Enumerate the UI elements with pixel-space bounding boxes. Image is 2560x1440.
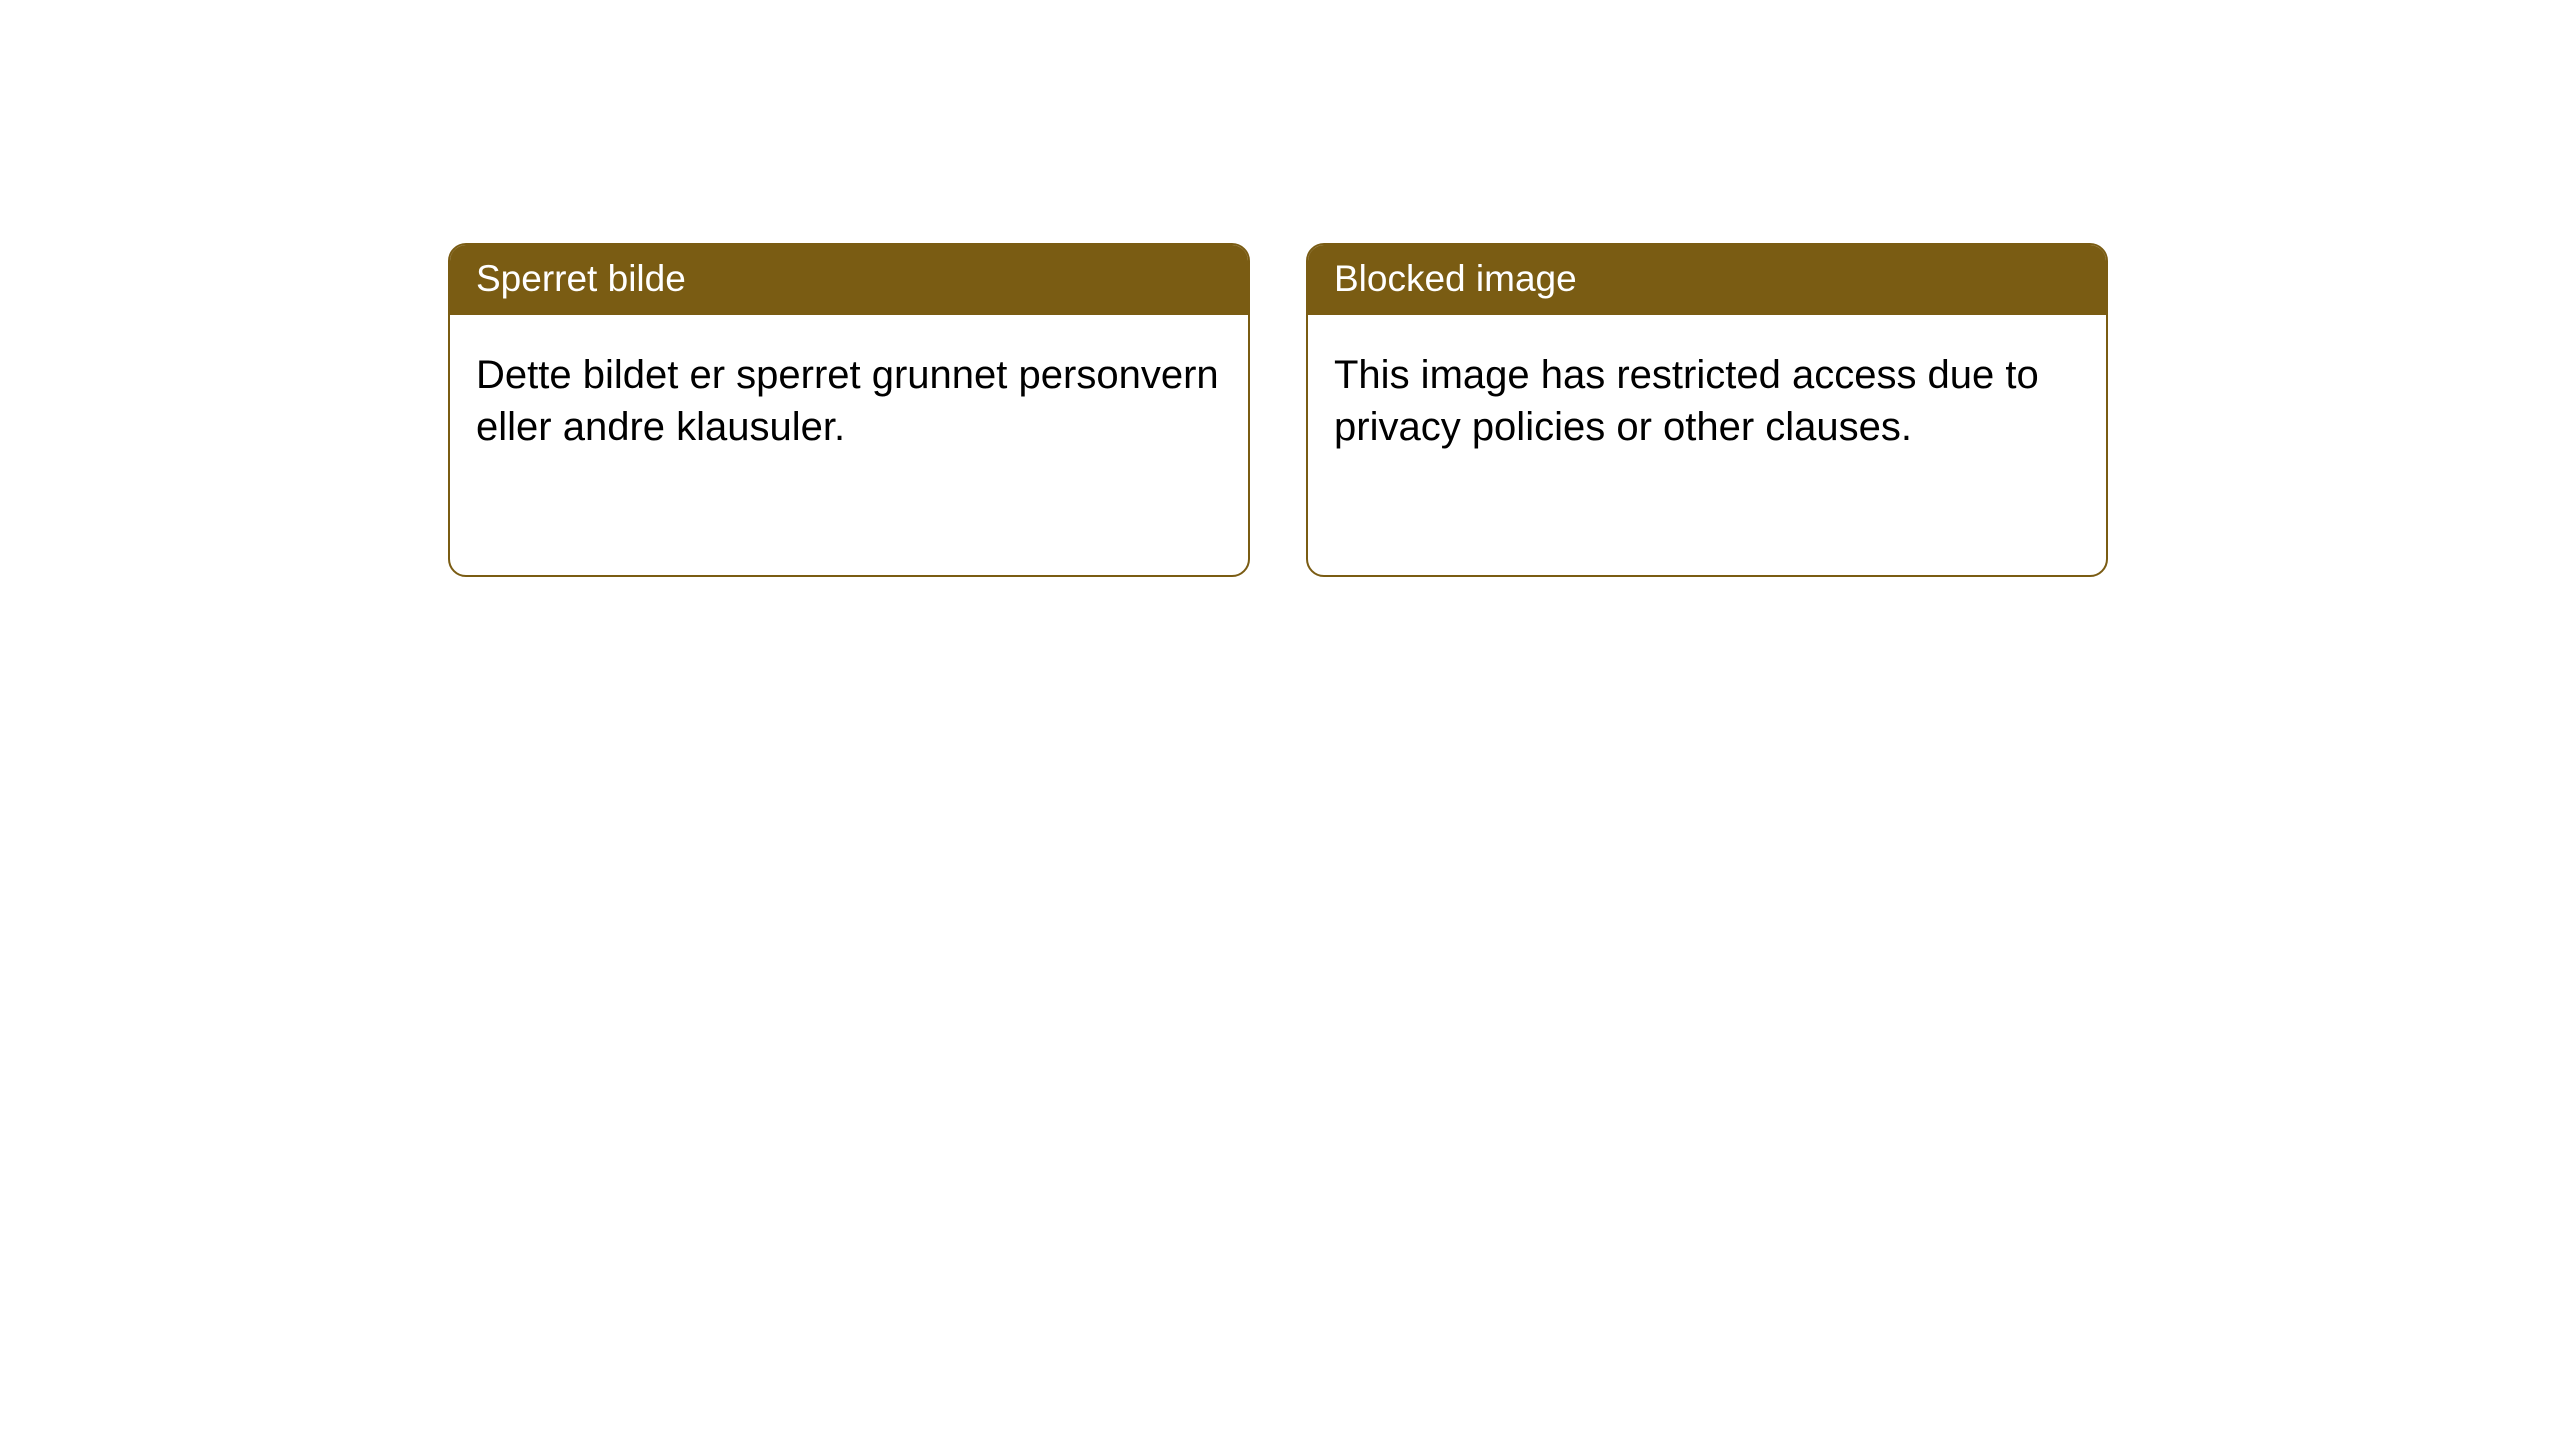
notice-container: Sperret bilde Dette bildet er sperret gr… (0, 0, 2560, 577)
notice-title-en: Blocked image (1308, 245, 2106, 315)
notice-title-no: Sperret bilde (450, 245, 1248, 315)
notice-body-en: This image has restricted access due to … (1308, 315, 2106, 473)
notice-card-no: Sperret bilde Dette bildet er sperret gr… (448, 243, 1250, 577)
notice-card-en: Blocked image This image has restricted … (1306, 243, 2108, 577)
notice-body-no: Dette bildet er sperret grunnet personve… (450, 315, 1248, 473)
